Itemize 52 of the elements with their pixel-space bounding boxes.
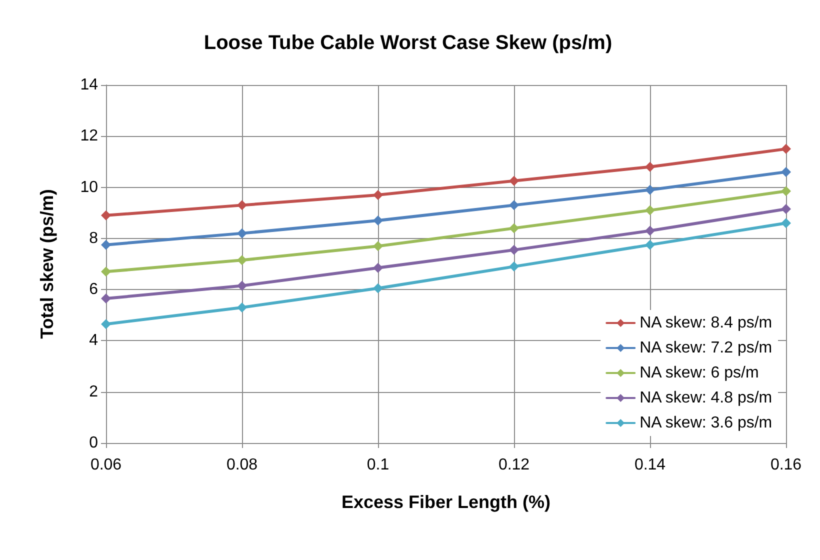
- point: [101, 319, 111, 330]
- point: [373, 190, 383, 200]
- point: [373, 283, 383, 294]
- point: [509, 200, 519, 210]
- y-tick-label: 2: [89, 383, 98, 400]
- point: [509, 244, 519, 255]
- legend-label: NA skew: 4.8 ps/m: [640, 390, 772, 406]
- point: [373, 216, 383, 226]
- point: [101, 294, 111, 304]
- x-tick-label: 0.14: [634, 456, 666, 474]
- point: [373, 262, 383, 273]
- x-axis-title: Excess Fiber Length (%): [341, 492, 551, 512]
- point: [237, 255, 247, 266]
- y-tick-label: 14: [80, 76, 98, 94]
- point: [237, 280, 247, 291]
- y-tick-label: 6: [89, 281, 98, 298]
- x-tick-label: 0.16: [770, 456, 802, 474]
- point: [781, 204, 791, 214]
- point: [373, 241, 383, 252]
- point: [509, 223, 519, 234]
- legend-label: NA skew: 3.6 ps/m: [640, 414, 772, 432]
- y-tick-label: 4: [89, 332, 98, 350]
- y-tick-label: 12: [80, 128, 98, 145]
- point: [101, 266, 111, 277]
- point: [781, 144, 791, 154]
- point: [645, 226, 655, 236]
- point: [645, 184, 655, 195]
- point: [237, 200, 247, 210]
- x-tick-label: 0.08: [226, 456, 258, 474]
- y-tick-label: 0: [89, 434, 98, 452]
- legend-label: NA skew: 6 ps/m: [640, 364, 759, 382]
- point: [101, 240, 111, 250]
- point: [781, 218, 791, 228]
- legend-label: NA skew: 7.2 ps/m: [640, 340, 772, 356]
- point: [645, 205, 655, 216]
- legend-label: NA skew: 8.4 ps/m: [640, 314, 772, 332]
- point: [101, 210, 111, 220]
- point: [509, 176, 519, 186]
- y-tick-label: 10: [80, 178, 98, 196]
- point: [237, 228, 247, 238]
- point: [781, 186, 791, 196]
- x-tick-label: 0.1: [366, 456, 390, 474]
- point: [645, 162, 655, 172]
- point: [237, 302, 247, 312]
- x-tick-label: 0.12: [498, 456, 530, 474]
- chart-title: Loose Tube Cable Worst Case Skew (ps/m): [204, 32, 612, 54]
- y-axis-title: Total skew (ps/m): [37, 189, 57, 339]
- point: [781, 166, 791, 177]
- point: [509, 262, 519, 272]
- y-tick-label: 8: [89, 230, 98, 247]
- x-tick-label: 0.06: [90, 456, 122, 474]
- point: [645, 240, 655, 250]
